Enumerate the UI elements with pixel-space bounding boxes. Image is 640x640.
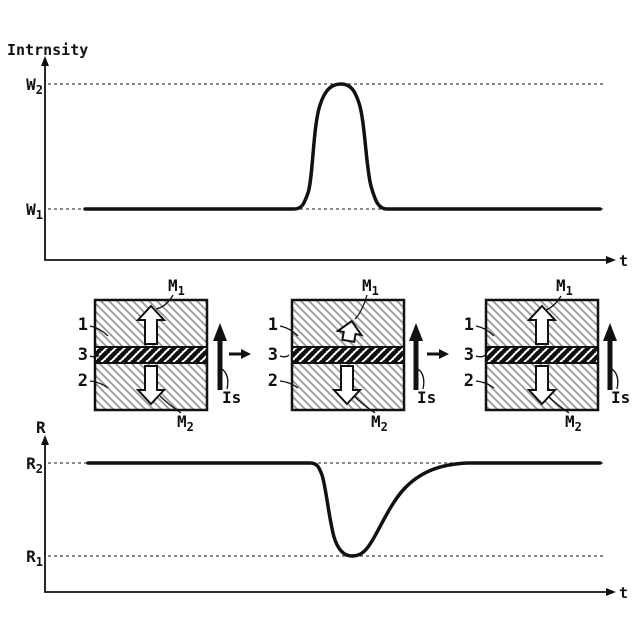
device1-layer2-leader-line <box>89 380 109 389</box>
device1-spacer-layer-band <box>94 346 208 364</box>
device2-layer2-label: 2 <box>268 371 278 391</box>
r2-level-label: R2 <box>26 454 43 476</box>
r1-level-label: R1 <box>26 547 43 569</box>
device2-current-arrowhead-icon <box>409 323 423 341</box>
intensity-pulse-curve <box>83 82 602 211</box>
bottom-chart-axes <box>44 441 608 593</box>
device3-layer1-label: 1 <box>464 315 474 335</box>
device1-layer1-label: 1 <box>78 315 88 335</box>
device2-m2-leader-line <box>353 395 376 414</box>
device3-is-leader-line <box>611 368 619 390</box>
device3-spacer-layer-band <box>485 346 599 364</box>
device-state-3: 1 3 2 M1 M2 Is <box>464 276 631 434</box>
bottom-chart-ylabel: R <box>36 418 46 437</box>
top-yaxis-arrowhead-icon <box>41 56 49 66</box>
top-intensity-chart: Intrnsity W2 W1 t <box>7 41 628 270</box>
device1-m1-leader-line <box>155 294 174 310</box>
device3-current-arrowhead-icon <box>603 323 617 341</box>
device3-m1-label: M1 <box>556 276 573 298</box>
device2-layer1-leader-line <box>279 325 299 337</box>
transition-arrow-1-head-icon <box>241 349 251 359</box>
device2-layer3-leader-line <box>279 354 290 358</box>
device2-m1-tilted-arrow-icon <box>335 319 364 344</box>
top-chart-xlabel: t <box>619 252 628 270</box>
device2-m1-label: M1 <box>362 276 379 298</box>
device2-layer2-leader-line <box>279 380 299 389</box>
device3-m1-up-arrow-icon <box>526 304 558 345</box>
device1-m2-label: M2 <box>177 412 194 434</box>
device2-is-label: Is <box>417 388 436 407</box>
device1-layer2-label: 2 <box>78 371 88 391</box>
top-xaxis-arrowhead-icon <box>606 256 616 264</box>
device1-layer3-leader-line <box>89 354 100 358</box>
bottom-chart-xlabel: t <box>619 584 628 602</box>
device2-layer3-label: 3 <box>268 345 278 365</box>
device-state-1: 1 3 2 M1 M2 Is <box>78 276 242 434</box>
device3-layer1-leader-line <box>475 325 495 337</box>
bottom-yaxis-arrowhead-icon <box>41 435 49 445</box>
device3-m2-down-arrow-icon <box>526 365 558 406</box>
device3-is-label: Is <box>611 388 630 407</box>
device3-layer3-leader-line <box>475 354 486 358</box>
device2-m2-label: M2 <box>371 412 388 434</box>
device1-is-label: Is <box>222 388 241 407</box>
device2-layer1-label: 1 <box>268 315 278 335</box>
device3-layer2-leader-line <box>475 380 495 389</box>
w1-level-label: W1 <box>26 200 43 222</box>
device1-m2-leader-line <box>159 395 182 414</box>
transition-arrow-2-head-icon <box>439 349 449 359</box>
device-state-2: 1 3 2 M1 M2 Is <box>268 276 437 434</box>
device1-is-leader-line <box>221 368 229 390</box>
device3-m2-label: M2 <box>565 412 582 434</box>
top-chart-ylabel: Intrnsity <box>7 41 88 59</box>
transition-arrow-1 <box>229 349 251 359</box>
device1-m2-down-arrow-icon <box>135 365 167 406</box>
device3-m2-leader-line <box>547 395 570 414</box>
device2-is-leader-line <box>417 368 425 390</box>
device3-layer2-label: 2 <box>464 371 474 391</box>
bottom-resistance-chart: R R2 R1 t <box>26 418 628 602</box>
device1-m1-up-arrow-icon <box>135 304 167 345</box>
bottom-xaxis-arrowhead-icon <box>606 588 616 596</box>
device1-layer3-label: 3 <box>78 345 88 365</box>
transition-arrow-2 <box>427 349 449 359</box>
device2-m1-leader-line <box>354 294 368 320</box>
device2-spacer-layer-band <box>291 346 405 364</box>
device1-layer1-leader-line <box>89 325 109 337</box>
w2-level-label: W2 <box>26 75 43 97</box>
top-chart-axes <box>44 62 608 261</box>
device1-current-arrowhead-icon <box>213 323 227 341</box>
device3-m1-leader-line <box>545 295 562 311</box>
device2-m2-down-arrow-icon <box>331 365 363 406</box>
device3-layer3-label: 3 <box>464 345 474 365</box>
device1-m1-label: M1 <box>168 276 185 298</box>
resistance-dip-curve <box>86 461 602 558</box>
